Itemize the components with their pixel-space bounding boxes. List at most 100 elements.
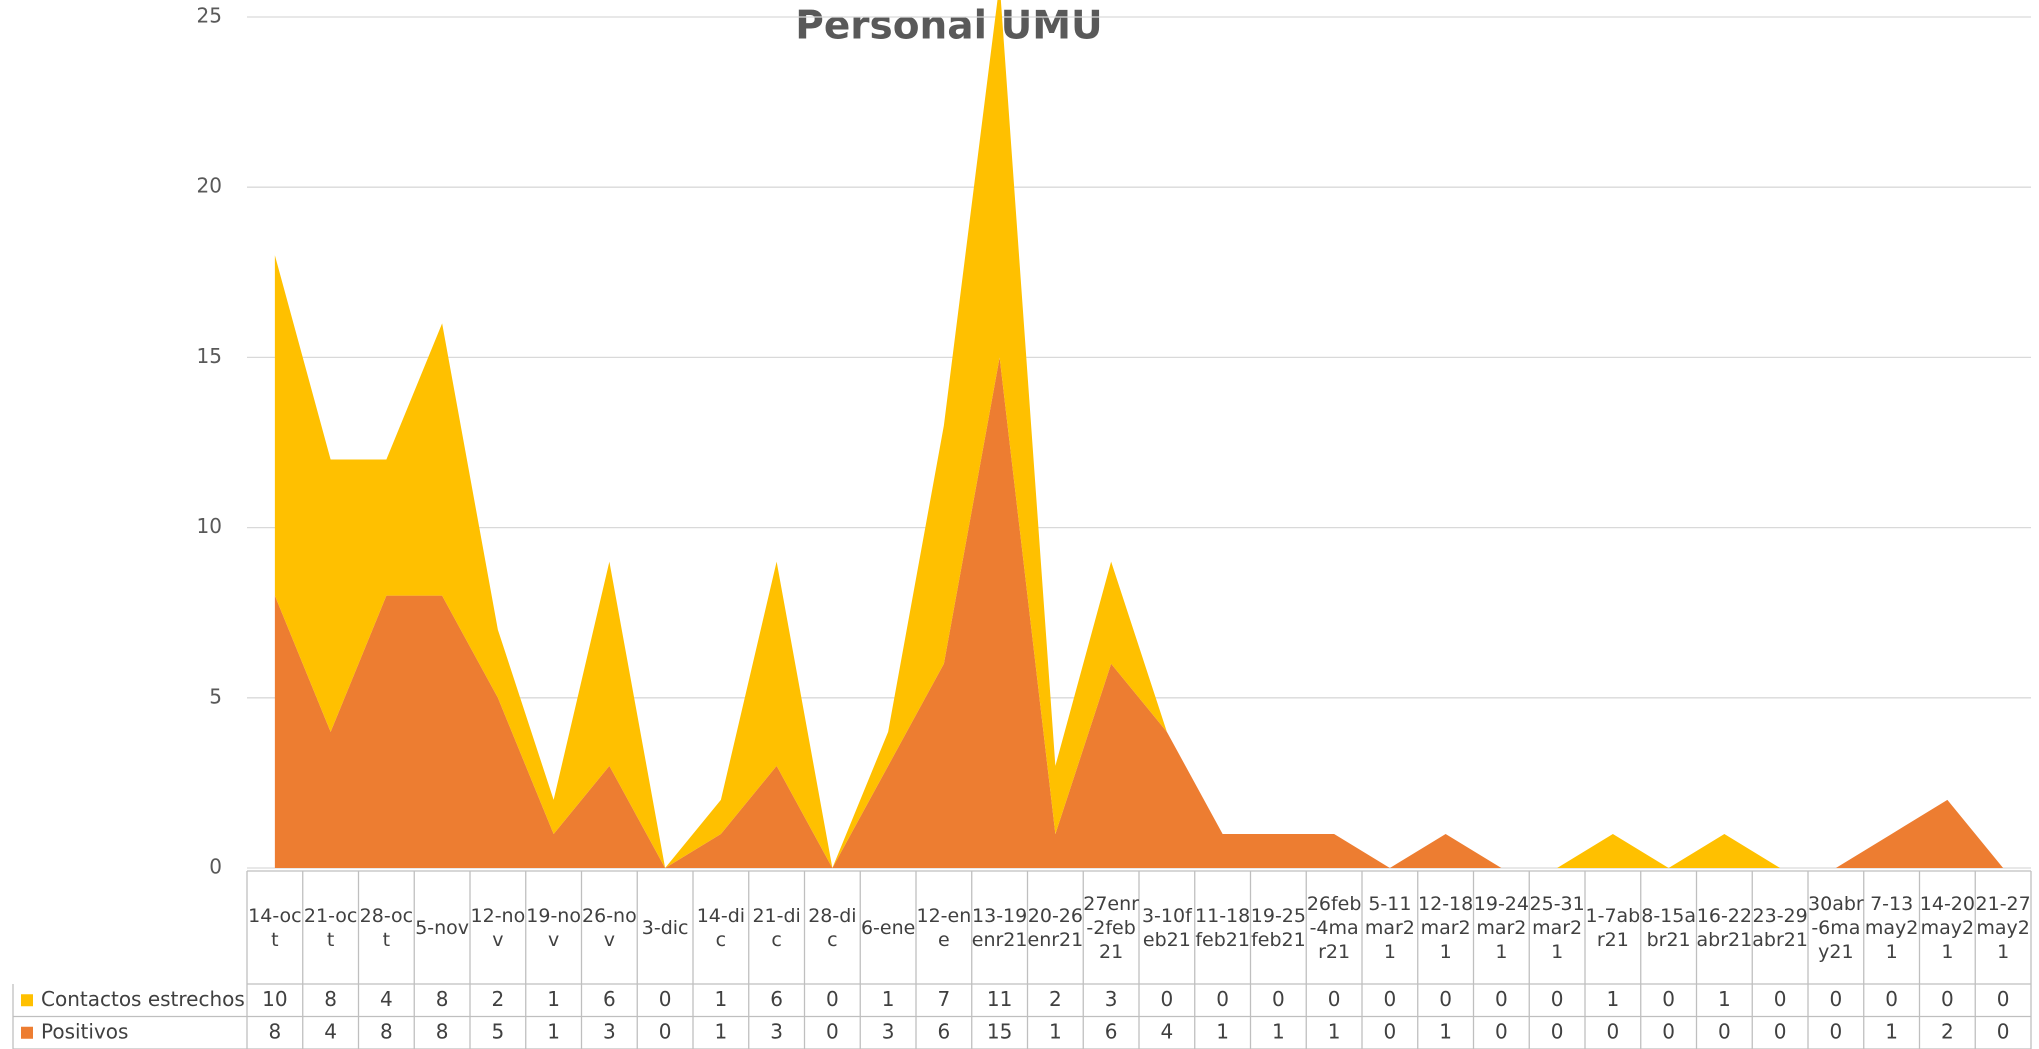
- y-tick-label: 25: [197, 4, 222, 28]
- table-value: 0: [1384, 1019, 1397, 1043]
- table-value: 3: [770, 1019, 783, 1043]
- table-value: 4: [324, 1019, 337, 1043]
- table-value: 0: [1272, 987, 1285, 1011]
- table-value: 1: [1607, 987, 1620, 1011]
- area: [274, 357, 2004, 868]
- table-value: 0: [1551, 1019, 1564, 1043]
- x-tick-label: 21-oct: [303, 904, 358, 951]
- x-tick-label-box: 12-nov: [471, 905, 526, 951]
- table-value: 0: [1662, 987, 1675, 1011]
- table-value: 0: [1774, 987, 1787, 1011]
- table-value: 1: [1328, 1019, 1341, 1043]
- x-tick-label: 23-29abr21: [1752, 904, 1808, 951]
- table-value: 6: [1105, 1019, 1118, 1043]
- table-value: 0: [1830, 987, 1843, 1011]
- x-tick-label: 7-13may21: [1864, 892, 1919, 963]
- x-tick-label-box: 14-oct: [248, 904, 302, 951]
- x-tick-label: 11-18feb21: [1195, 904, 1251, 951]
- x-tick-label: 30abr-6may21: [1808, 892, 1864, 963]
- table-value: 2: [1941, 1019, 1954, 1043]
- x-tick-label-box: 12-18mar21: [1418, 892, 1474, 963]
- x-tick-label: 26feb-4mar21: [1306, 892, 1362, 963]
- table-value: 7: [938, 987, 951, 1011]
- table-value: 10: [262, 987, 287, 1011]
- x-tick-label-box: 16-22abr21: [1696, 904, 1753, 951]
- x-tick-label-box: 26-nov: [582, 904, 637, 951]
- table-value: 0: [1662, 1019, 1675, 1043]
- x-tick-label-box: 28-dic: [808, 905, 856, 951]
- x-tick-label-box: 5-nov: [415, 917, 469, 939]
- x-tick-label: 14-oct: [248, 904, 302, 951]
- x-tick-label-box: 19-24mar21: [1474, 893, 1529, 963]
- table-value: 0: [826, 1019, 839, 1043]
- x-tick-label-box: 1-7abr21: [1585, 904, 1641, 951]
- x-tick-label: 26-nov: [582, 904, 637, 951]
- x-tick-label: 12-18mar21: [1418, 892, 1474, 963]
- x-tick-label-box: 11-18feb21: [1195, 904, 1251, 951]
- x-tick-label: 27enr-2feb21: [1083, 892, 1139, 963]
- x-tick-label-box: 19-nov: [526, 904, 581, 951]
- table-value: 0: [1718, 1019, 1731, 1043]
- legend-label: Contactos estrechos: [41, 987, 245, 1011]
- x-tick-label-box: 3-dic: [642, 917, 689, 939]
- x-tick-label-box: 30abr-6may21: [1808, 892, 1864, 963]
- x-tick-label: 13-19enr21: [971, 904, 1028, 951]
- x-tick-label: 1-7abr21: [1585, 904, 1641, 951]
- x-tick-label: 14-20may21: [1919, 892, 1975, 963]
- x-tick-label-box: 19-25feb21: [1250, 904, 1306, 951]
- table-value: 1: [882, 987, 895, 1011]
- table-value: 6: [938, 1019, 951, 1043]
- x-tick-label: 16-22abr21: [1696, 904, 1753, 951]
- x-tick-label: 28-oct: [359, 904, 414, 951]
- table-value: 6: [603, 987, 616, 1011]
- table-value: 8: [436, 1019, 449, 1043]
- x-tick-label: 19-nov: [526, 904, 581, 951]
- x-tick-label: 8-15abr21: [1641, 904, 1696, 951]
- x-tick-label: 21-27may21: [1975, 892, 2031, 963]
- legend-marker: [21, 994, 33, 1007]
- x-tick-label-box: 6-ene: [861, 917, 915, 939]
- x-tick-label-box: 7-13may21: [1864, 892, 1919, 963]
- table-value: 11: [987, 987, 1012, 1011]
- x-tick-label-box: 25-31mar21: [1529, 892, 1585, 963]
- x-tick-label-box: 13-19enr21: [971, 904, 1028, 951]
- table-value: 1: [547, 1019, 560, 1043]
- x-tick-label-box: 14-20may21: [1919, 892, 1975, 963]
- x-tick-label: 12-ene: [916, 904, 972, 951]
- y-tick-label: 10: [197, 514, 222, 538]
- legend-label: Positivos: [41, 1019, 128, 1043]
- table-value: 0: [1997, 1019, 2010, 1043]
- table-value: 0: [659, 1019, 672, 1043]
- table-value: 3: [1105, 987, 1118, 1011]
- table-value: 1: [1272, 1019, 1285, 1043]
- table-value: 4: [1161, 1019, 1174, 1043]
- x-tick-label-box: 14-dic: [696, 904, 746, 951]
- table-value: 0: [1495, 987, 1508, 1011]
- x-tick-label-box: 28-oct: [359, 904, 414, 951]
- x-tick-label: 21-dic: [752, 904, 801, 951]
- x-tick-label-box: 23-29abr21: [1752, 904, 1808, 951]
- table-value: 2: [1049, 987, 1062, 1011]
- table-value: 1: [1049, 1019, 1062, 1043]
- x-tick-label: 25-31mar21: [1529, 892, 1585, 963]
- table-value: 0: [1384, 987, 1397, 1011]
- x-tick-label-box: 20-26enr21: [1028, 905, 1084, 951]
- x-tick-label-box: 21-27may21: [1975, 892, 2031, 963]
- x-tick-label: 3-10feb21: [1141, 904, 1192, 951]
- table-value: 1: [1439, 1019, 1452, 1043]
- x-tick-label-box: 8-15abr21: [1641, 904, 1696, 951]
- x-tick-label: 14-dic: [696, 904, 746, 951]
- table-value: 0: [1774, 1019, 1787, 1043]
- table-value: 1: [1216, 1019, 1229, 1043]
- table-value: 0: [1607, 1019, 1620, 1043]
- table-value: 8: [324, 987, 337, 1011]
- table-value: 0: [1495, 1019, 1508, 1043]
- table-value: 1: [715, 987, 728, 1011]
- x-tick-label-box: 27enr-2feb21: [1083, 892, 1139, 963]
- table-value: 0: [1885, 987, 1898, 1011]
- table-value: 0: [1439, 987, 1452, 1011]
- x-tick-label: 19-25feb21: [1250, 904, 1306, 951]
- table-value: 0: [1551, 987, 1564, 1011]
- y-tick-label: 5: [209, 684, 222, 708]
- table-value: 1: [1718, 987, 1731, 1011]
